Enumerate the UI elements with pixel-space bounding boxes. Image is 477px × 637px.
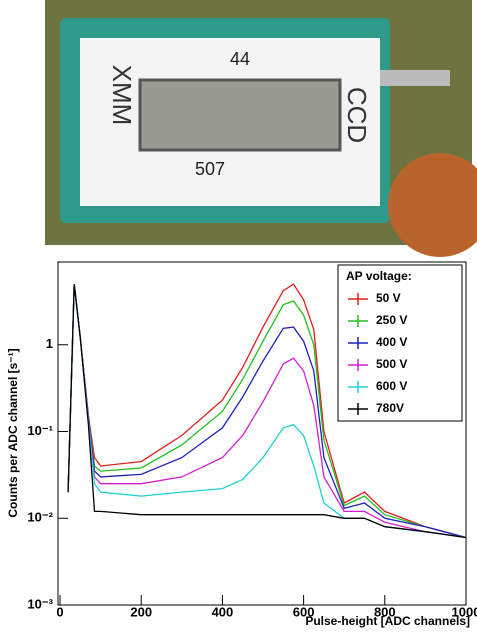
coin [388, 153, 477, 257]
x-tick-label: 600 [293, 604, 315, 619]
x-tick-label: 800 [374, 604, 396, 619]
legend-label: 780V [376, 401, 404, 415]
x-tick-label: 200 [130, 604, 152, 619]
legend-title: AP voltage: [346, 269, 412, 283]
photo-label: 44 [230, 49, 250, 69]
x-tick-label: 1000 [452, 604, 477, 619]
y-tick-label: 10⁻² [27, 510, 53, 525]
legend-label: 250 V [376, 313, 407, 327]
ccd-window [138, 78, 342, 152]
x-tick-label: 0 [56, 604, 63, 619]
legend-label: 50 V [376, 291, 401, 305]
photo: XMM CCD 44 507 [45, 0, 477, 257]
y-tick-label: 10⁻¹ [27, 423, 53, 438]
photo-label: 507 [195, 159, 225, 179]
plot-frame [57, 261, 467, 606]
legend-label: 400 V [376, 335, 407, 349]
photo-label: XMM [107, 65, 137, 126]
x-axis-title: Pulse-height [ADC channels] [305, 614, 470, 628]
legend-label: 600 V [376, 379, 407, 393]
lever [380, 70, 450, 86]
legend-label: 500 V [376, 357, 407, 371]
photo-label: CCD [342, 87, 372, 143]
x-tick-label: 400 [212, 604, 234, 619]
y-tick-label: 10⁻³ [27, 596, 53, 611]
y-tick-label: 1 [46, 336, 53, 351]
series-line [67, 284, 467, 539]
y-axis-title: Counts per ADC channel [s⁻¹] [6, 348, 20, 517]
